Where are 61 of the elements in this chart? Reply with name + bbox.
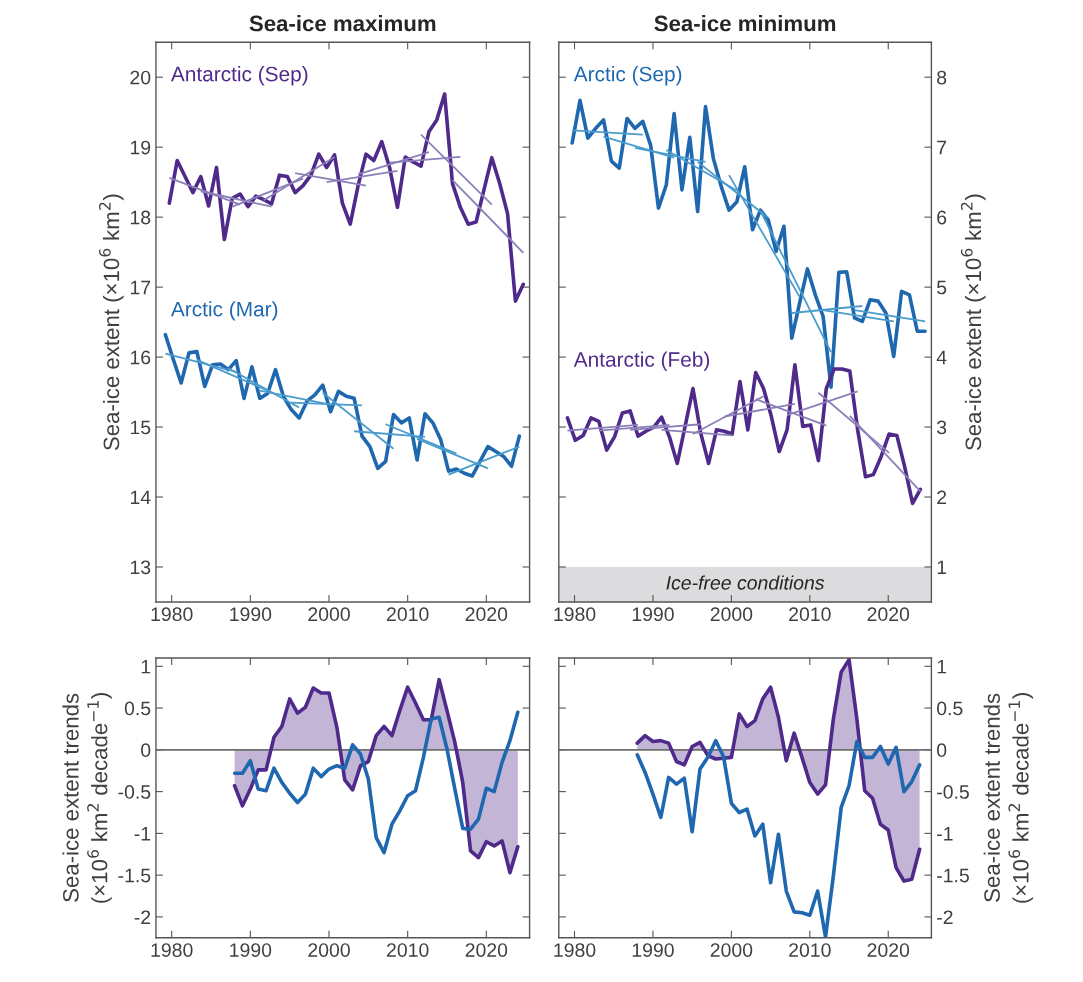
x-tick-label: 2010 <box>387 943 429 957</box>
y-tick-label: -1.5 <box>118 868 151 883</box>
y-tick-label: 1 <box>937 659 947 674</box>
x-tick-label: 1990 <box>230 607 272 622</box>
x-tick-label: 1990 <box>632 943 674 957</box>
y-axis-title: Sea-ice extent trends (×10$^{6}$ km$^{2}$ decade$^{−1}$) <box>62 693 112 903</box>
y-tick-label: -2 <box>937 910 953 924</box>
y-tick-label: 15 <box>130 420 151 435</box>
y-tick-label: -2 <box>134 910 151 924</box>
y-tick-label: 16 <box>130 350 151 365</box>
x-tick-label: 2020 <box>465 607 508 622</box>
y-tick-label: 18 <box>130 210 151 225</box>
x-tick-label: 2010 <box>387 607 429 622</box>
x-tick-label: 2000 <box>710 607 753 622</box>
text: Antarctic (Sep) <box>170 66 308 86</box>
chart-title: Sea-ice minimum <box>654 15 836 32</box>
y-tick-label: 19 <box>130 140 151 155</box>
y-tick-label: 3 <box>936 420 947 435</box>
x-tick-label: 1990 <box>230 943 272 957</box>
y-tick-label: 0.5 <box>937 701 963 716</box>
y-tick-label: 0.5 <box>124 701 151 716</box>
y-axis-title: Sea-ice extent trends (×10$^{6}$ km$^{2}$ decade$^{−1}$) <box>983 693 1034 903</box>
x-tick-label: 1980 <box>554 943 596 957</box>
y-tick-label: 0 <box>937 743 947 758</box>
series-label: Arctic (Mar) <box>170 301 278 321</box>
y-tick-label: 4 <box>936 350 947 365</box>
y-tick-label: 14 <box>130 490 151 505</box>
chart-title: Sea-ice maximum <box>249 15 436 32</box>
y-tick-label: -0.5 <box>118 785 151 799</box>
x-tick-label: 2020 <box>867 607 910 622</box>
y-tick-label: -0.5 <box>937 785 969 799</box>
y-tick-label: 20 <box>130 70 151 85</box>
series-label: Antarctic (Feb) <box>573 351 710 371</box>
y-tick-label: 7 <box>937 140 947 155</box>
x-tick-label: 2010 <box>789 943 831 957</box>
x-tick-label: 2000 <box>710 943 753 957</box>
x-tick-label: 2010 <box>789 607 831 622</box>
y-tick-label: 17 <box>130 280 151 295</box>
y-tick-label: 6 <box>937 210 947 225</box>
y-tick-label: 1 <box>937 560 947 575</box>
x-tick-label: 2000 <box>308 943 350 957</box>
x-tick-label: 1990 <box>632 607 674 622</box>
x-tick-label: 2020 <box>867 943 910 957</box>
series-label: Arctic (Sep) <box>573 66 682 86</box>
x-tick-label: 2000 <box>308 607 350 622</box>
y-tick-label: 13 <box>130 560 151 575</box>
y-tick-label: -1.5 <box>937 868 969 883</box>
x-tick-label: 2020 <box>465 943 508 957</box>
x-tick-label: 1980 <box>151 607 193 622</box>
y-axis-title: Sea-ice extent (×10$^{6}$ km$^{2}$) <box>960 194 986 451</box>
y-tick-label: -1 <box>134 827 151 841</box>
y-tick-label: 0 <box>141 743 151 758</box>
y-axis-title: Sea-ice extent (×10$^{6}$ km$^{2}$) <box>99 194 124 451</box>
band-label: Ice-free conditions <box>666 575 825 590</box>
y-tick-label: 8 <box>937 70 947 85</box>
x-tick-label: 1980 <box>554 607 596 622</box>
y-tick-label: 1 <box>141 659 151 674</box>
y-tick-label: 2 <box>937 490 947 505</box>
y-tick-label: 5 <box>937 280 947 295</box>
x-tick-label: 1980 <box>151 943 193 957</box>
y-tick-label: -1 <box>937 827 953 841</box>
